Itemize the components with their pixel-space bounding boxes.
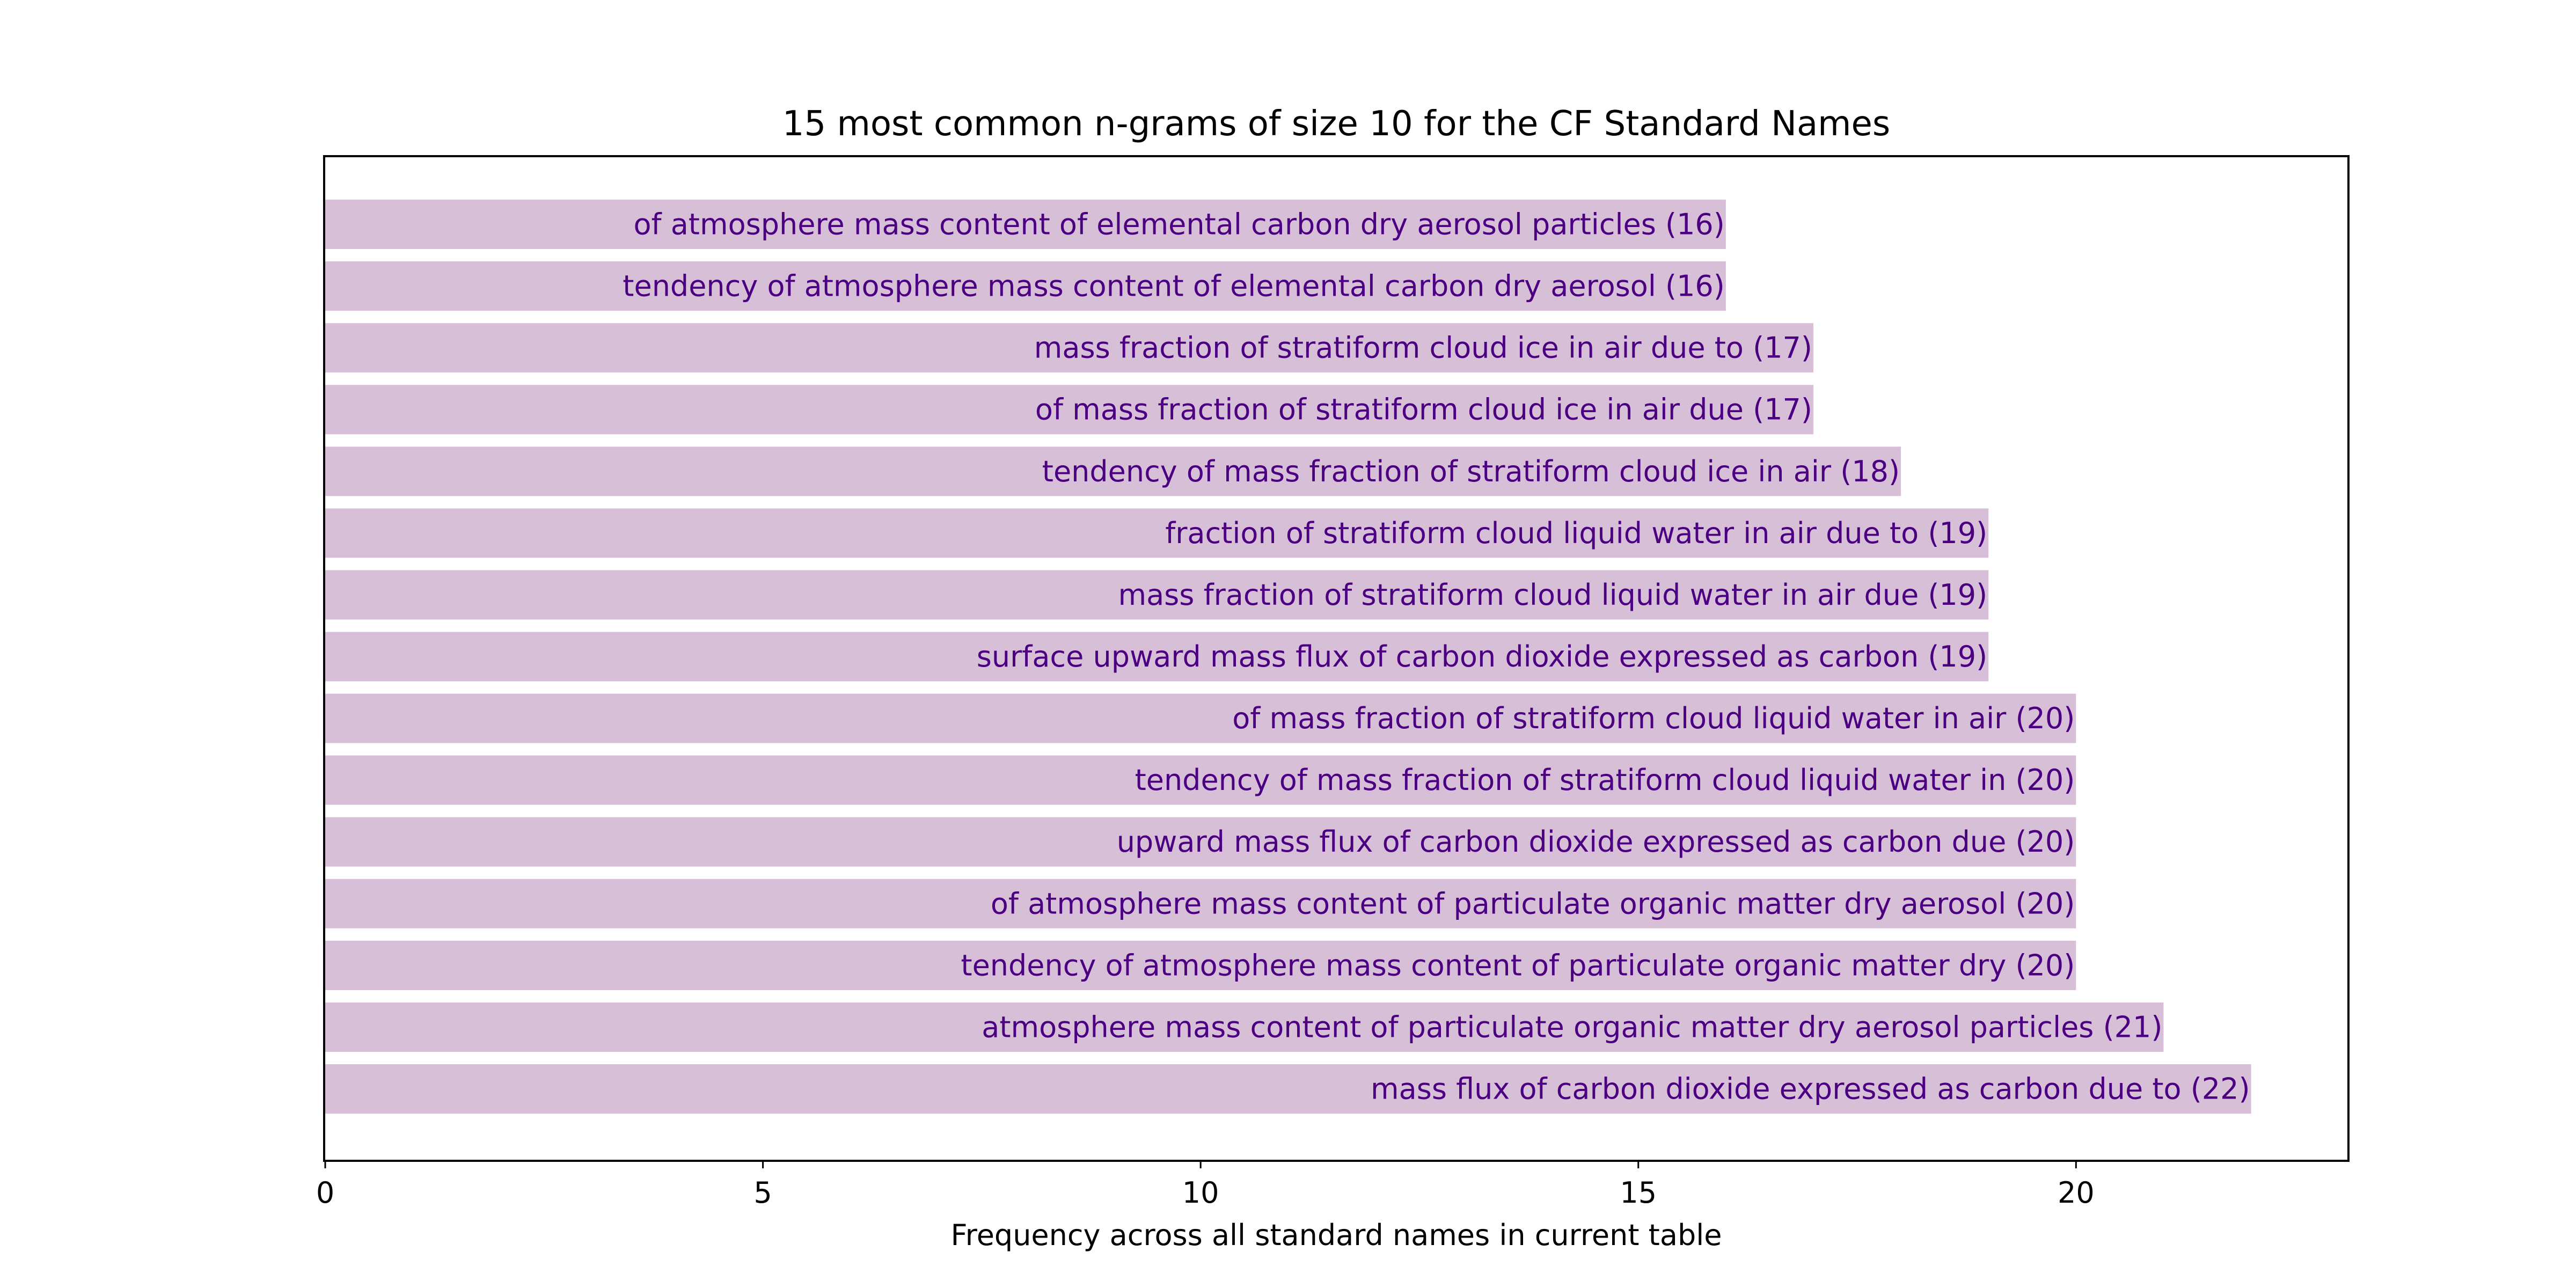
bar <box>325 817 2076 867</box>
plot-frame <box>323 155 2350 1162</box>
bar-label: mass fraction of stratiform cloud liquid… <box>1118 578 1987 612</box>
bar-label: upward mass flux of carbon dioxide expre… <box>1117 825 2075 859</box>
bar <box>325 693 2076 743</box>
bar <box>325 940 2076 990</box>
bar <box>325 261 1726 311</box>
x-axis-label: Frequency across all standard names in c… <box>951 1218 1722 1252</box>
bar-label: mass flux of carbon dioxide expressed as… <box>1371 1072 2250 1106</box>
bar-label: tendency of mass fraction of stratiform … <box>1042 455 1900 488</box>
bar-label: fraction of stratiform cloud liquid wate… <box>1165 516 1987 550</box>
bar-label: of atmosphere mass content of elemental … <box>634 208 1725 241</box>
x-tick-label: 15 <box>1620 1176 1657 1210</box>
bar <box>325 508 1989 558</box>
bar <box>325 323 1813 373</box>
bar-label: mass fraction of stratiform cloud ice in… <box>1034 331 1812 365</box>
bar <box>325 447 1901 496</box>
bar <box>325 755 2076 805</box>
bar-label: of mass fraction of stratiform cloud liq… <box>1232 701 2075 735</box>
bar-label: of atmosphere mass content of particulat… <box>991 887 2075 920</box>
x-tick-label: 20 <box>2058 1176 2095 1210</box>
bar-label: surface upward mass flux of carbon dioxi… <box>977 640 1987 674</box>
bar <box>325 385 1813 435</box>
bar-label: of mass fraction of stratiform cloud ice… <box>1035 393 1812 427</box>
bar-label: tendency of atmosphere mass content of e… <box>623 269 1725 303</box>
bar-label: atmosphere mass content of particulate o… <box>982 1010 2162 1044</box>
chart-title: 15 most common n-grams of size 10 for th… <box>782 104 1890 144</box>
x-tick-label: 0 <box>316 1176 334 1210</box>
bars-group: of atmosphere mass content of elemental … <box>325 200 2251 1114</box>
x-tick-label: 5 <box>753 1176 772 1210</box>
x-tick-label: 10 <box>1182 1176 1219 1210</box>
bar <box>325 879 2076 928</box>
x-axis-ticks: 0 5 10 15 20 <box>316 1161 2095 1210</box>
bar <box>325 632 1989 682</box>
bar <box>325 1002 2164 1052</box>
bar <box>325 1064 2251 1114</box>
bar-label: tendency of mass fraction of stratiform … <box>1135 763 2075 797</box>
bar <box>325 200 1726 249</box>
bar-label: tendency of atmosphere mass content of p… <box>961 948 2075 982</box>
bar <box>325 570 1989 620</box>
